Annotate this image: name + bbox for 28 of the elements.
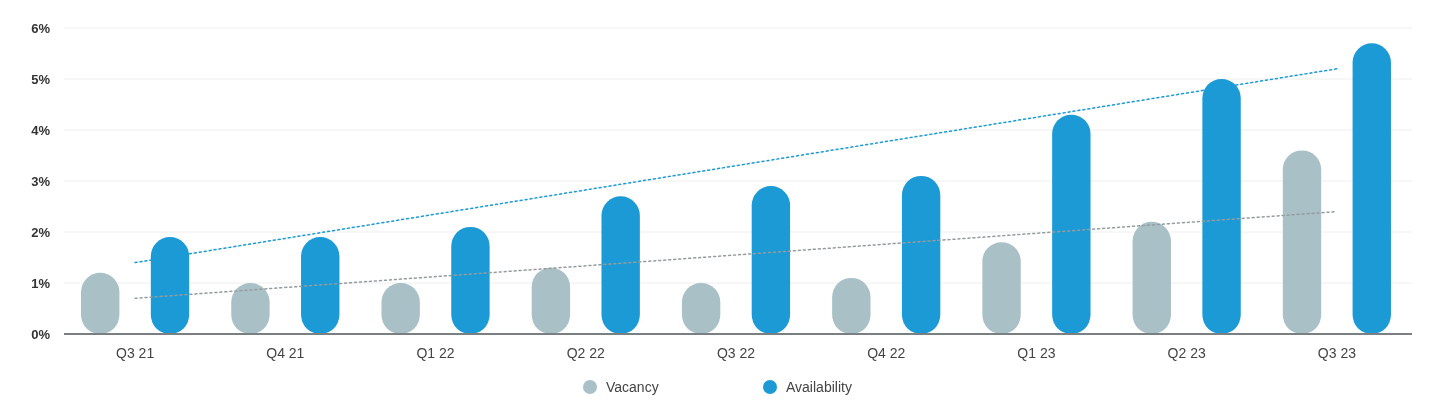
- y-tick-label: 0%: [31, 326, 51, 342]
- x-tick-label: Q4 21: [266, 345, 305, 361]
- y-tick-label: 1%: [31, 275, 51, 291]
- legend-label: Availability: [786, 379, 852, 395]
- bar: [1352, 43, 1391, 334]
- bar: [982, 242, 1021, 334]
- x-tick-label: Q3 23: [1317, 345, 1357, 361]
- bar: [901, 175, 941, 334]
- bar: [301, 237, 340, 334]
- x-tick-label: Q1 22: [416, 345, 455, 361]
- bar: [1052, 114, 1091, 334]
- y-tick-label: 2%: [31, 224, 51, 240]
- bar: [751, 186, 791, 334]
- legend-label: Vacancy: [606, 379, 659, 395]
- bar: [451, 226, 490, 334]
- x-tick-label: Q2 22: [566, 345, 606, 361]
- bar: [1282, 150, 1322, 334]
- x-tick-label: Q3 21: [116, 345, 155, 361]
- y-tick-label: 4%: [31, 122, 51, 138]
- x-tick-label: Q1 23: [1017, 345, 1056, 361]
- bar: [601, 196, 640, 334]
- y-tick-label: 3%: [31, 173, 51, 189]
- bar: [1132, 221, 1171, 334]
- y-tick-label: 6%: [31, 20, 51, 36]
- x-tick-label: Q2 23: [1167, 345, 1206, 361]
- y-tick-label: 5%: [31, 71, 51, 87]
- x-tick-label: Q4 22: [867, 345, 906, 361]
- x-tick-label: Q3 22: [716, 345, 756, 361]
